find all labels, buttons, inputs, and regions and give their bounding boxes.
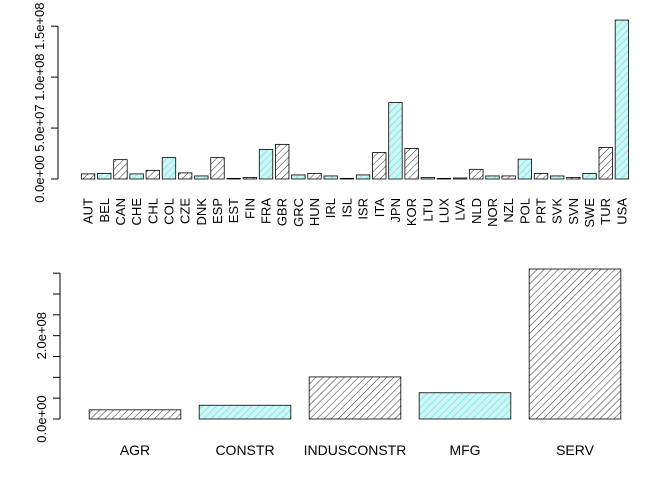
x-tick-label: USA bbox=[614, 198, 629, 225]
x-tick-label: INDUSCONSTR bbox=[304, 442, 407, 458]
bar-lva bbox=[453, 177, 468, 180]
bar-svn bbox=[566, 177, 581, 180]
x-tick-label: HUN bbox=[307, 198, 322, 226]
x-tick-label: FIN bbox=[242, 198, 257, 219]
bar-gbr bbox=[275, 143, 290, 180]
x-tick-label: PRT bbox=[534, 198, 549, 224]
bar-isl bbox=[339, 177, 355, 180]
x-tick-label: AUT bbox=[81, 198, 96, 224]
bar-cze bbox=[178, 172, 193, 180]
x-tick-label: NLD bbox=[469, 198, 484, 224]
bar-irl bbox=[323, 175, 338, 180]
x-tick-label: KOR bbox=[404, 198, 419, 226]
bar-chl bbox=[145, 169, 160, 180]
y-tick-label: 0.0e+00 bbox=[32, 155, 47, 202]
y-tick-label: 0.0e+00 bbox=[34, 395, 49, 442]
x-tick-label: LTU bbox=[420, 198, 435, 222]
x-tick-label: DNK bbox=[194, 198, 209, 226]
x-tick-label: CZE bbox=[178, 198, 193, 224]
bar-ltu bbox=[420, 177, 435, 180]
bar-nor bbox=[485, 175, 500, 180]
x-tick-label: SWE bbox=[582, 198, 597, 228]
y-tick-label: 5.0e+07 bbox=[32, 104, 47, 151]
x-tick-label: JPN bbox=[388, 198, 403, 223]
x-tick-label: ITA bbox=[372, 198, 387, 218]
bar-can bbox=[113, 159, 128, 180]
x-tick-label: CHE bbox=[129, 198, 144, 226]
bar-indusconstr bbox=[308, 376, 402, 420]
x-tick-label: GRC bbox=[291, 198, 306, 227]
bar-grc bbox=[291, 174, 306, 180]
x-tick-label: NOR bbox=[485, 198, 500, 227]
x-tick-label: AGR bbox=[120, 442, 150, 458]
bar-agr bbox=[88, 409, 182, 420]
bar-nzl bbox=[501, 175, 516, 180]
bar-tur bbox=[598, 147, 613, 180]
bar-prt bbox=[533, 172, 549, 180]
bar-fra bbox=[258, 149, 274, 180]
x-tick-label: MFG bbox=[449, 442, 480, 458]
y-tick-label: 1.0e+08 bbox=[32, 53, 47, 100]
bar-kor bbox=[404, 148, 419, 180]
bar-aut bbox=[80, 173, 96, 180]
bar-lux bbox=[436, 177, 452, 180]
x-tick-label: IRL bbox=[323, 198, 338, 218]
bar-constr bbox=[198, 404, 292, 420]
x-tick-label: POL bbox=[517, 198, 532, 224]
bar-usa bbox=[614, 19, 630, 180]
x-tick-label: EST bbox=[226, 198, 241, 223]
x-tick-label: ISL bbox=[339, 198, 354, 218]
x-tick-label: SVK bbox=[550, 198, 565, 224]
bar-dnk bbox=[194, 175, 209, 180]
bar-swe bbox=[582, 172, 597, 180]
x-tick-label: LVA bbox=[453, 198, 468, 221]
bar-jpn bbox=[388, 102, 403, 180]
x-tick-label: CHL bbox=[145, 198, 160, 224]
x-tick-label: CAN bbox=[113, 198, 128, 225]
bar-hun bbox=[307, 172, 322, 180]
bar-nld bbox=[469, 168, 484, 180]
x-tick-label: ESP bbox=[210, 198, 225, 224]
bar-pol bbox=[517, 158, 532, 180]
bar-mfg bbox=[418, 392, 512, 420]
bar-serv bbox=[528, 268, 622, 420]
bar-est bbox=[226, 177, 241, 180]
x-tick-label: FRA bbox=[259, 198, 274, 224]
bar-bel bbox=[97, 172, 112, 180]
bar-esp bbox=[210, 157, 225, 180]
x-tick-label: SVN bbox=[566, 198, 581, 225]
x-tick-label: TUR bbox=[598, 198, 613, 225]
x-tick-label: COL bbox=[161, 198, 176, 225]
x-tick-label: LUX bbox=[436, 198, 451, 224]
x-tick-label: GBR bbox=[275, 198, 290, 226]
bar-ita bbox=[372, 152, 387, 180]
bar-isr bbox=[355, 174, 371, 180]
top-bar-chart: 0.0e+00 5.0e+07 1.0e+08 1.5e+08 AUT BEL CAN CHE… bbox=[32, 3, 629, 228]
x-tick-label: BEL bbox=[97, 198, 112, 223]
bar-fin bbox=[242, 177, 257, 180]
bar-che bbox=[129, 173, 144, 180]
x-tick-label: ISR bbox=[356, 198, 371, 220]
y-tick-label: 2.0e+08 bbox=[34, 312, 49, 359]
y-tick-label: 1.5e+08 bbox=[32, 3, 47, 50]
x-tick-label: NZL bbox=[501, 198, 516, 223]
bar-svk bbox=[550, 175, 565, 180]
bottom-bar-chart: 0.0e+00 2.0e+08 AGR CONSTR INDUSCONSTR MFG SER… bbox=[34, 268, 622, 458]
bar-col bbox=[161, 157, 177, 180]
x-tick-label: SERV bbox=[556, 442, 595, 458]
x-tick-label: CONSTR bbox=[215, 442, 274, 458]
